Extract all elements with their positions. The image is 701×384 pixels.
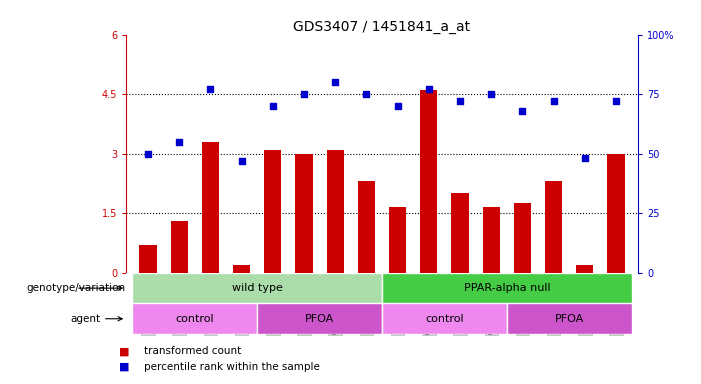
- Bar: [514, 203, 531, 273]
- Text: PFOA: PFOA: [305, 314, 334, 324]
- Point: [361, 91, 372, 97]
- Point: [205, 86, 216, 93]
- Text: transformed count: transformed count: [144, 346, 241, 356]
- Bar: [202, 142, 219, 273]
- Bar: [545, 182, 562, 273]
- Bar: [389, 207, 406, 273]
- Bar: [264, 150, 281, 273]
- Text: genotype/variation: genotype/variation: [27, 283, 125, 293]
- Bar: [327, 150, 343, 273]
- Bar: [139, 245, 156, 273]
- Bar: [257, 303, 382, 334]
- Text: wild type: wild type: [232, 283, 283, 293]
- Point: [142, 151, 154, 157]
- Text: PFOA: PFOA: [554, 314, 584, 324]
- Title: GDS3407 / 1451841_a_at: GDS3407 / 1451841_a_at: [294, 20, 470, 33]
- Point: [329, 79, 341, 85]
- Bar: [483, 207, 500, 273]
- Bar: [170, 221, 188, 273]
- Bar: [608, 154, 625, 273]
- Bar: [451, 194, 469, 273]
- Text: agent: agent: [70, 314, 122, 324]
- Bar: [233, 265, 250, 273]
- Text: percentile rank within the sample: percentile rank within the sample: [144, 362, 320, 372]
- Point: [236, 158, 247, 164]
- Bar: [295, 154, 313, 273]
- Point: [392, 103, 403, 109]
- Text: PPAR-alpha null: PPAR-alpha null: [463, 283, 550, 293]
- Point: [267, 103, 278, 109]
- Text: ■: ■: [119, 362, 130, 372]
- Point: [299, 91, 310, 97]
- Point: [517, 108, 528, 114]
- Bar: [382, 303, 507, 334]
- Bar: [132, 273, 382, 303]
- Bar: [421, 90, 437, 273]
- Text: control: control: [425, 314, 464, 324]
- Point: [486, 91, 497, 97]
- Text: ■: ■: [119, 346, 130, 356]
- Bar: [507, 303, 632, 334]
- Point: [548, 98, 559, 104]
- Text: control: control: [175, 314, 214, 324]
- Point: [611, 98, 622, 104]
- Bar: [382, 273, 632, 303]
- Bar: [576, 265, 594, 273]
- Point: [174, 139, 185, 145]
- Point: [423, 86, 435, 93]
- Point: [454, 98, 465, 104]
- Point: [579, 156, 590, 162]
- Bar: [132, 303, 257, 334]
- Bar: [358, 182, 375, 273]
